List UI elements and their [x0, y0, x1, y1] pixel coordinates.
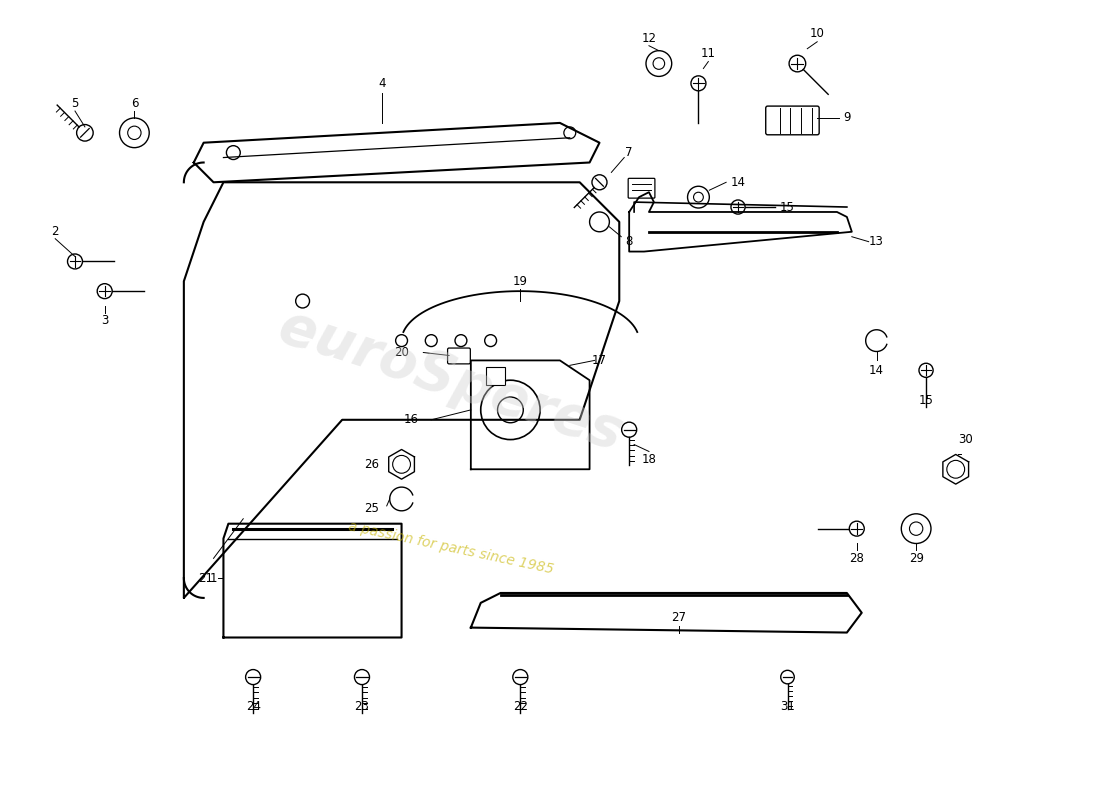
Circle shape [67, 254, 82, 269]
Circle shape [732, 200, 745, 214]
Text: 4: 4 [378, 77, 385, 90]
Circle shape [513, 670, 528, 685]
Text: 21: 21 [198, 572, 213, 585]
FancyBboxPatch shape [486, 367, 506, 385]
Text: 17: 17 [592, 354, 607, 367]
Text: 10: 10 [810, 27, 825, 40]
Text: 23: 23 [354, 700, 370, 714]
Circle shape [789, 55, 805, 72]
Text: 24: 24 [245, 700, 261, 714]
Text: 8: 8 [626, 235, 632, 248]
Circle shape [781, 670, 794, 684]
Text: 26: 26 [364, 458, 380, 471]
Circle shape [918, 363, 933, 378]
Text: 19: 19 [513, 274, 528, 288]
Text: 1: 1 [210, 572, 218, 585]
Text: 30: 30 [958, 433, 974, 446]
Text: 20: 20 [394, 346, 409, 359]
Text: 9: 9 [843, 111, 850, 125]
Text: 28: 28 [849, 552, 865, 565]
FancyBboxPatch shape [766, 106, 820, 134]
Text: 15: 15 [780, 201, 795, 214]
Text: 2: 2 [52, 226, 59, 238]
Circle shape [245, 670, 261, 685]
FancyBboxPatch shape [628, 178, 654, 198]
Text: 15: 15 [918, 394, 934, 406]
Text: 11: 11 [701, 47, 716, 60]
Text: 16: 16 [404, 414, 419, 426]
Circle shape [849, 521, 865, 536]
Text: 12: 12 [641, 32, 657, 46]
Circle shape [354, 670, 370, 685]
Text: 13: 13 [869, 235, 884, 248]
Text: 22: 22 [513, 700, 528, 714]
Text: 14: 14 [730, 176, 746, 189]
Circle shape [691, 76, 706, 91]
Text: 6: 6 [131, 97, 139, 110]
Circle shape [97, 284, 112, 298]
Text: 3: 3 [101, 314, 109, 327]
Text: 31: 31 [780, 700, 795, 714]
Text: 25: 25 [364, 502, 380, 515]
Text: 14: 14 [869, 364, 884, 377]
Text: 18: 18 [641, 453, 657, 466]
Text: 5: 5 [72, 97, 79, 110]
Text: 7: 7 [626, 146, 632, 159]
Circle shape [621, 422, 637, 438]
Circle shape [77, 125, 94, 141]
Text: 27: 27 [671, 611, 686, 624]
FancyBboxPatch shape [448, 348, 471, 364]
Text: euroSperes: euroSperes [273, 299, 629, 462]
Circle shape [592, 174, 607, 190]
Text: a passion for parts since 1985: a passion for parts since 1985 [348, 520, 556, 577]
Text: 29: 29 [909, 552, 924, 565]
